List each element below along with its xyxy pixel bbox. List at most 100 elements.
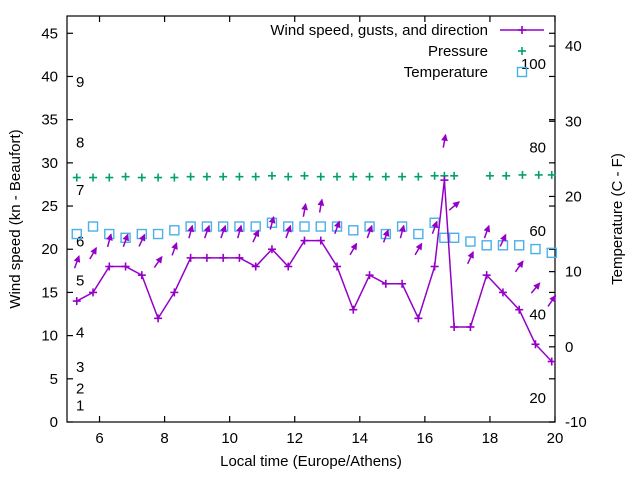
y-axis-right: -10 0 10 20 30 40 [549, 38, 587, 431]
temperature-marker [169, 225, 180, 236]
plot-border [66, 15, 556, 423]
gust-arrowhead [220, 224, 227, 233]
series-pressure [72, 170, 556, 182]
gust-arrowhead [467, 250, 474, 259]
y-tick-label-15: 15 [41, 284, 58, 301]
temperature-marker [514, 240, 525, 251]
beaufort-label-3: 3 [76, 359, 84, 376]
fahrenheit-label-80: 80 [529, 139, 546, 156]
gust-arrowhead [500, 233, 507, 242]
y-tick-label-25: 25 [41, 198, 58, 215]
x-tick-label-10: 10 [221, 430, 238, 447]
gust-arrowhead [350, 242, 358, 251]
x-tick-label-14: 14 [351, 430, 368, 447]
y-tick-label-30: 30 [41, 155, 58, 172]
gust-arrowhead [106, 233, 113, 241]
fahrenheit-label-60: 60 [529, 223, 546, 240]
y2-tick-label-30: 30 [565, 113, 582, 130]
legend-label-temperature: Temperature [404, 64, 488, 81]
x-tick-label-6: 6 [95, 430, 103, 447]
gust-arrowhead [252, 229, 260, 238]
temperature-marker [87, 221, 99, 232]
gust-arrowhead [452, 201, 461, 209]
legend-label-wind: Wind speed, gusts, and direction [270, 22, 488, 39]
gust-arrowhead [533, 282, 541, 290]
y2-tick-label-40: 40 [565, 38, 582, 55]
x-tick-label-16: 16 [417, 430, 434, 447]
gust-arrowhead [268, 215, 276, 224]
series-wind [72, 176, 556, 366]
gust-arrowhead [516, 260, 524, 268]
x-tick-label-20: 20 [547, 430, 564, 447]
temperature-marker [331, 221, 343, 232]
y-tick-label-20: 20 [41, 241, 58, 258]
temperature-marker [481, 240, 492, 251]
gust-arrowhead [483, 224, 491, 233]
beaufort-label-4: 4 [76, 324, 84, 341]
gust-arrowhead [398, 224, 406, 233]
gust-arrowhead [155, 255, 163, 264]
y-tick-label-45: 45 [41, 25, 58, 42]
temperature-marker [380, 228, 392, 240]
temperature-marker [448, 232, 460, 243]
x-axis: 6 8 10 12 14 16 18 20 [95, 16, 563, 447]
beaufort-label-5: 5 [76, 272, 84, 289]
temperature-marker [315, 221, 326, 232]
y2-tick-label-10: 10 [565, 264, 582, 281]
beaufort-label-1: 1 [76, 398, 84, 415]
temperature-marker [465, 236, 476, 247]
y2-tick-label--10: -10 [565, 414, 587, 431]
x-tick-label-18: 18 [482, 430, 499, 447]
y-tick-label-0: 0 [50, 414, 58, 431]
y-tick-label-40: 40 [41, 68, 58, 85]
wind-speed-line [76, 180, 553, 363]
gust-arrowhead [171, 242, 178, 250]
fahrenheit-label-40: 40 [529, 306, 546, 323]
gust-arrowhead [301, 202, 308, 211]
temperature-marker [71, 228, 82, 240]
fahrenheit-label-20: 20 [529, 390, 546, 407]
series-gusts [73, 133, 557, 307]
y2-axis-title: Temperature (C - F) [609, 153, 626, 285]
gust-arrowhead [382, 229, 390, 237]
temperature-marker [299, 221, 310, 232]
temperature-marker [413, 228, 424, 240]
gust-arrowhead [138, 233, 146, 242]
temperature-marker [152, 228, 164, 240]
temperature-marker [546, 247, 557, 259]
gust-arrowhead [431, 220, 439, 229]
y2-tick-label-0: 0 [565, 339, 573, 356]
temperature-marker [250, 221, 261, 232]
gust-arrowhead [441, 133, 448, 142]
beaufort-label-2: 2 [76, 380, 84, 397]
x-tick-label-12: 12 [286, 430, 303, 447]
gust-arrowhead [549, 294, 557, 303]
gust-arrowhead [122, 233, 129, 242]
gust-arrowhead [187, 224, 195, 233]
fahrenheit-label-100: 100 [521, 56, 546, 73]
legend: Wind speed, gusts, and direction Pressure… [270, 22, 544, 81]
gust-arrowhead [285, 224, 292, 233]
gust-arrowhead [73, 255, 81, 263]
beaufort-scale: 12 3 4 5 6 7 8 9 [76, 74, 84, 415]
temperature-marker [348, 225, 359, 236]
beaufort-label-8: 8 [76, 134, 84, 151]
beaufort-label-9: 9 [76, 74, 84, 91]
gust-arrowhead [90, 246, 97, 255]
gust-arrowhead [334, 220, 341, 229]
y-tick-label-5: 5 [50, 371, 58, 388]
plot-frame [66, 15, 556, 423]
y2-tick-label-20: 20 [565, 188, 582, 205]
x-tick-label-8: 8 [160, 430, 168, 447]
legend-label-pressure: Pressure [428, 43, 488, 60]
beaufort-label-7: 7 [76, 182, 84, 199]
x-axis-title: Local time (Europe/Athens) [220, 453, 402, 470]
gust-arrowhead [203, 224, 211, 233]
gust-arrowhead [366, 224, 373, 233]
y-axis-title: Wind speed (kn - Beaufort) [7, 129, 24, 308]
axis-titles: Wind speed (kn - Beaufort) Temperature (C… [7, 129, 626, 470]
y-tick-label-10: 10 [41, 328, 58, 345]
